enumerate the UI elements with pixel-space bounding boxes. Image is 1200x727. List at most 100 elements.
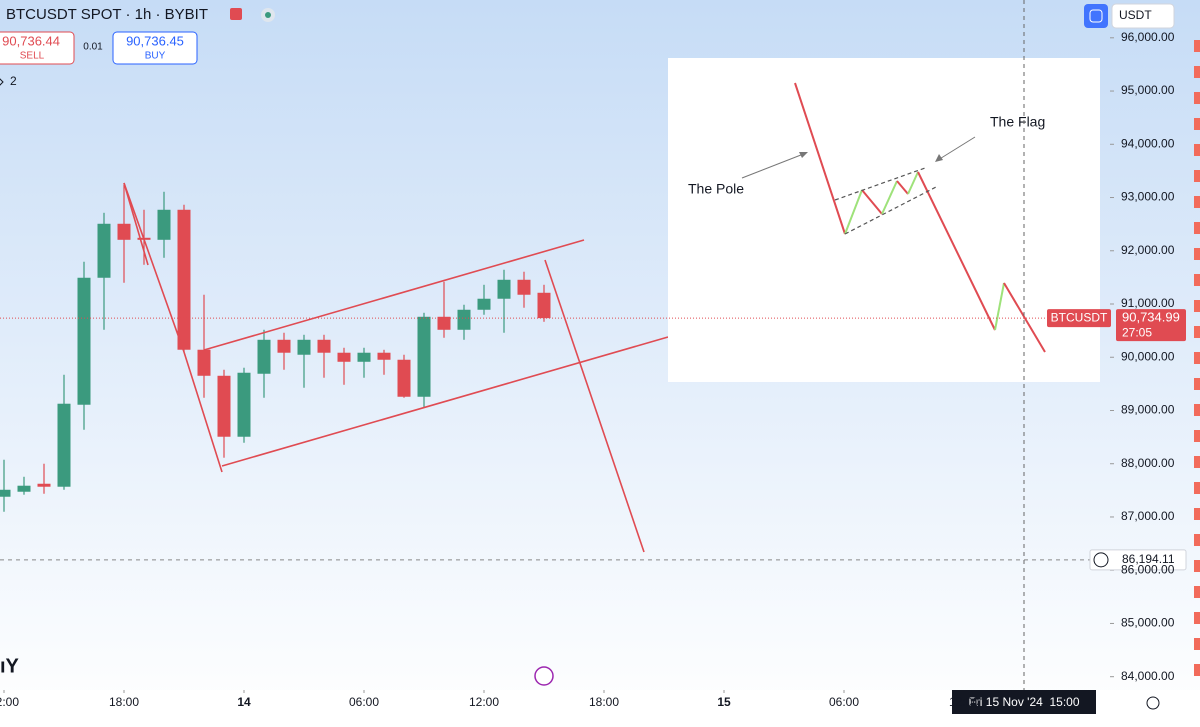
edge-mark [1194, 508, 1200, 520]
x-tick-label: 06:00 [349, 695, 379, 709]
spread: 0.01 [83, 42, 103, 53]
y-tick-label: 86,000.00 [1121, 562, 1175, 576]
y-tick-label: 94,000.00 [1121, 136, 1175, 150]
edge-mark [1194, 638, 1200, 650]
candle-body [537, 292, 551, 319]
candle-body [377, 352, 391, 360]
x-tick-label: 18:00 [589, 695, 619, 709]
y-tick-label: 95,000.00 [1121, 83, 1175, 97]
edge-mark [1194, 144, 1200, 156]
pole-label: The Pole [688, 181, 744, 197]
currency: USDT [1119, 8, 1152, 22]
y-tick-label: 90,000.00 [1121, 349, 1175, 363]
arrow [741, 152, 807, 179]
symbol-title: BTCUSDT SPOT · 1h · BYBIT [6, 6, 208, 23]
channel-lower [221, 336, 669, 467]
status-dot [265, 12, 271, 18]
edge-mark [1194, 430, 1200, 442]
candle-body [417, 316, 431, 397]
symbol-tag [1047, 309, 1111, 328]
edge-mark [1194, 586, 1200, 598]
candle-body [197, 349, 211, 376]
alert-tag [1089, 549, 1187, 571]
candle-body [457, 309, 471, 330]
y-tick-label: 96,000.00 [1121, 30, 1175, 44]
candle-body [217, 375, 231, 437]
symbol-tag-label: BTCUSDT [1051, 310, 1108, 324]
y-tick-label: 85,000.00 [1121, 616, 1175, 630]
x-tick-label: 12:00 [949, 695, 979, 709]
inset-drawing [741, 82, 1046, 353]
inset-up [881, 180, 898, 215]
currency-select[interactable] [1111, 3, 1175, 29]
inset-up [844, 189, 863, 235]
events-icon[interactable] [534, 666, 554, 686]
candle-body [237, 372, 251, 437]
price-tag [1116, 309, 1186, 342]
flag-label: The Flag [990, 114, 1045, 130]
inset-up [994, 282, 1005, 331]
candle-body [497, 279, 511, 299]
inset-flag-upper [834, 167, 926, 201]
edge-mark [1194, 378, 1200, 390]
arrow [937, 136, 976, 161]
edge-mark [1194, 66, 1200, 78]
candle-body [157, 209, 171, 240]
logo: ıY [0, 655, 20, 677]
y-tick-label: 87,000.00 [1121, 509, 1175, 523]
edge-mark [1194, 40, 1200, 52]
inset-flag-lower [844, 185, 939, 235]
edge-mark [1194, 196, 1200, 208]
edge-mark [1194, 326, 1200, 338]
settings-icon[interactable] [1146, 696, 1160, 710]
sell-price: 90,736.44 [2, 33, 60, 48]
alert-tag-label: 86,194.11 [1122, 552, 1175, 566]
inset-down [1003, 282, 1046, 353]
inset-bg [668, 58, 1100, 382]
grid [3, 37, 1114, 693]
candle-body [297, 339, 311, 355]
buy-label: BUY [145, 51, 166, 62]
candle-body [117, 223, 131, 240]
x-tick-label: 14 [237, 695, 251, 709]
edge-mark [1194, 612, 1200, 624]
candle-body [337, 352, 351, 362]
candle-body [397, 359, 411, 397]
buy-button[interactable] [112, 31, 198, 65]
inset-pole [794, 82, 846, 235]
y-tick-label: 91,000.00 [1121, 296, 1175, 310]
crosshair-tag [952, 690, 1096, 714]
inset-up [907, 171, 919, 195]
channel-upper [203, 239, 585, 351]
candle-body [17, 485, 31, 492]
x-tick-label: 12:00 [0, 695, 19, 709]
candle-body [317, 339, 331, 353]
edge-mark [1194, 482, 1200, 494]
candle-body [97, 223, 111, 278]
candle-body [277, 339, 291, 353]
drawings [123, 182, 669, 553]
add-alert-icon[interactable] [1093, 552, 1109, 568]
sync-button[interactable] [1084, 4, 1108, 28]
arrowhead [935, 154, 943, 162]
edge-mark [1194, 300, 1200, 312]
candle-body [77, 277, 91, 405]
candle-body [437, 316, 451, 330]
chevron[interactable] [0, 78, 4, 86]
edge-mark [1194, 456, 1200, 468]
pole-line [123, 182, 223, 473]
pole-line [123, 182, 149, 266]
candle-body [477, 298, 491, 310]
y-tick-label: 92,000.00 [1121, 243, 1175, 257]
sell-label: SELL [20, 51, 45, 62]
candle-body [177, 209, 191, 350]
countdown: 27:05 [1122, 325, 1152, 339]
candle-body [0, 489, 11, 497]
sync-icon [1089, 9, 1103, 23]
flag-icon[interactable] [230, 8, 242, 20]
projection-line [544, 259, 645, 553]
edge-mark [1194, 92, 1200, 104]
sell-button[interactable] [0, 31, 75, 65]
